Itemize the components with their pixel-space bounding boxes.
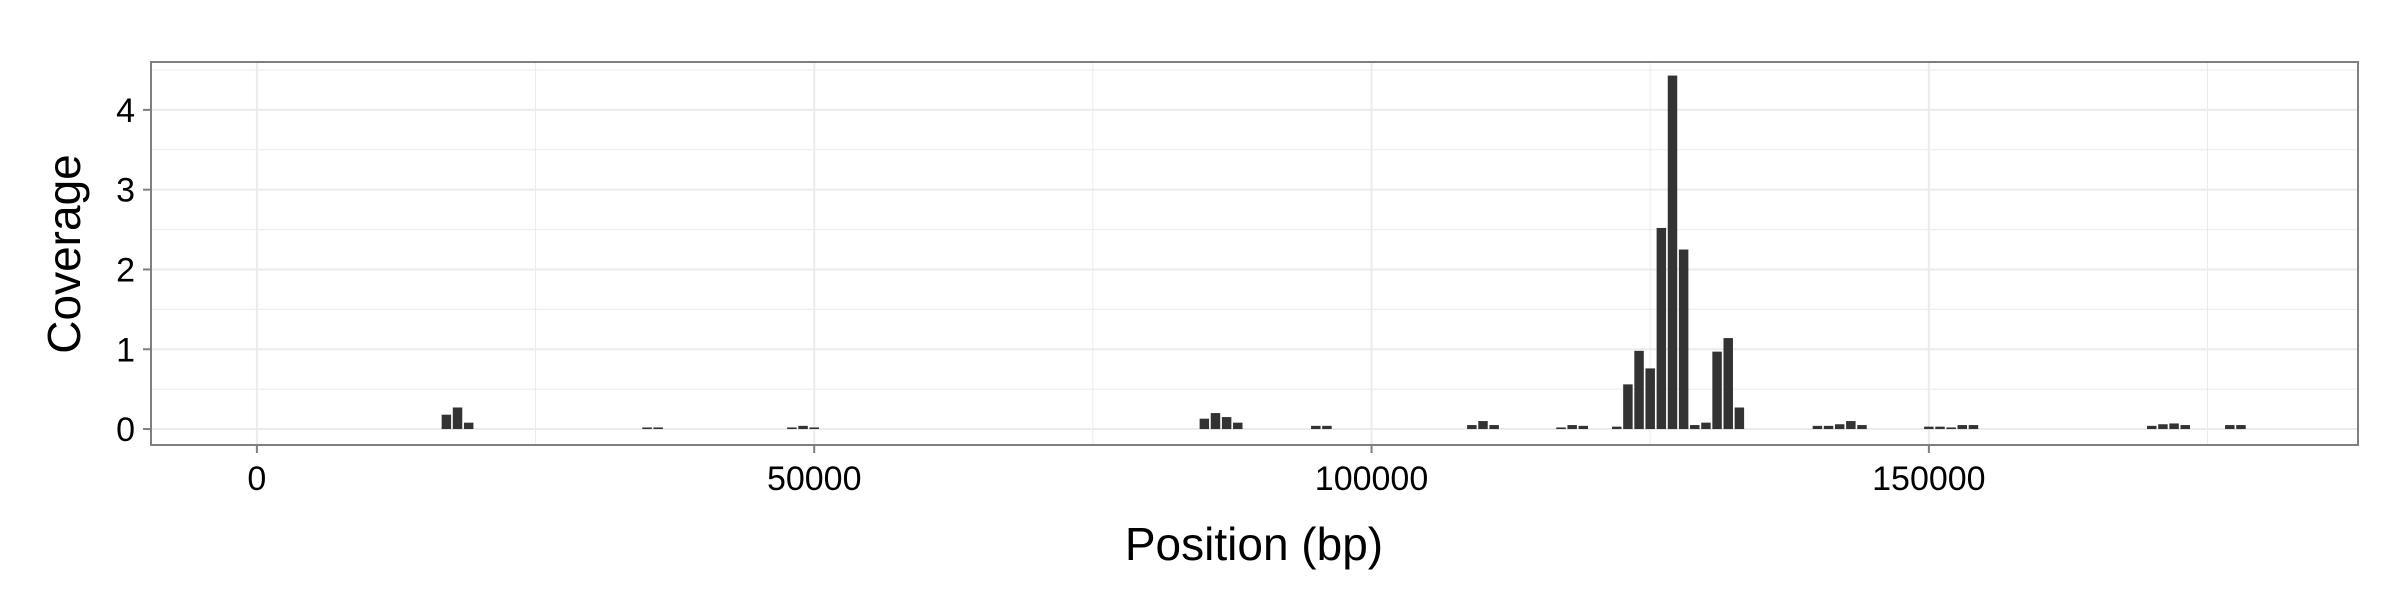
coverage-bar: [1210, 413, 1221, 430]
coverage-bar: [809, 427, 819, 430]
panel-border: [150, 61, 2359, 446]
axis-layer: 0 50000 100000 150000 0 1 2 3 4: [116, 92, 1986, 498]
coverage-bar: [1623, 384, 1633, 430]
coverage-bar: [1846, 421, 1856, 430]
coverage-bar: [1556, 427, 1566, 430]
coverage-bar: [1734, 407, 1745, 430]
coverage-bar: [1489, 425, 1499, 430]
y-tick-label: 3: [116, 172, 135, 210]
coverage-bar: [2180, 425, 2190, 430]
coverage-bar: [1812, 425, 1823, 430]
x-axis-title: Position (bp): [1125, 518, 1383, 570]
x-tick-label: 50000: [767, 460, 862, 498]
coverage-bar: [1667, 75, 1678, 430]
coverage-bar: [1656, 227, 1667, 430]
x-tick-label: 100000: [1315, 460, 1428, 498]
y-tick-label: 1: [116, 331, 135, 369]
coverage-bar: [1701, 422, 1711, 430]
coverage-bar: [1924, 426, 1934, 430]
coverage-bar: [1567, 425, 1577, 430]
coverage-bar: [1935, 426, 1945, 430]
coverage-bar: [642, 427, 652, 430]
coverage-bar: [1221, 417, 1232, 430]
panel-background: [151, 62, 2358, 445]
coverage-bar: [1690, 425, 1700, 430]
coverage-bar: [1834, 424, 1845, 430]
coverage-bar: [1946, 427, 1956, 430]
coverage-bar: [787, 427, 797, 430]
grid-layer: [151, 62, 2358, 445]
coverage-bar: [1233, 422, 1243, 430]
coverage-bar: [653, 427, 663, 430]
coverage-bar: [463, 422, 474, 430]
y-axis-title: Coverage: [38, 154, 90, 353]
coverage-bar: [452, 407, 463, 430]
x-tick-label: 150000: [1872, 460, 1985, 498]
coverage-bar: [2158, 424, 2168, 430]
y-tick-label: 2: [116, 251, 135, 289]
coverage-bar: [1712, 351, 1722, 430]
coverage-bar: [1578, 425, 1589, 430]
coverage-bar: [1645, 368, 1655, 430]
coverage-bar: [1612, 426, 1622, 430]
y-tick-label: 0: [116, 411, 135, 449]
coverage-bar: [1634, 350, 1644, 430]
coverage-bar: [2169, 423, 2179, 430]
coverage-bar: [1857, 425, 1867, 430]
x-tick-label: 0: [247, 460, 266, 498]
bar-layer: [441, 75, 2246, 430]
coverage-bar: [1478, 421, 1488, 430]
coverage-bar: [1322, 425, 1332, 430]
coverage-bar: [2236, 425, 2246, 430]
coverage-bar: [1957, 425, 1968, 430]
coverage-bar: [2225, 425, 2235, 430]
coverage-bar: [2147, 425, 2157, 430]
coverage-bar: [1823, 425, 1834, 430]
coverage-bar: [1678, 249, 1689, 430]
coverage-bar: [1199, 418, 1210, 430]
coverage-bar: [1968, 425, 1979, 430]
coverage-bar: [441, 414, 452, 430]
coverage-bar: [1723, 338, 1733, 430]
coverage-bar: [1311, 425, 1321, 430]
y-tick-label: 4: [116, 92, 135, 130]
coverage-bar: [798, 425, 808, 430]
coverage-bar: [1467, 425, 1477, 430]
